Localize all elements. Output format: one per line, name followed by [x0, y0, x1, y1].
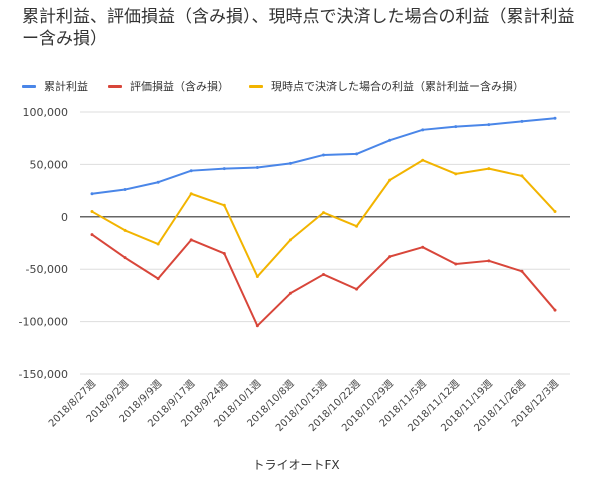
legend-label-unrealized-loss: 評価損益（含み損） — [130, 80, 229, 93]
data-point — [454, 125, 458, 129]
data-point — [520, 174, 524, 178]
y-tick-label: -50,000 — [26, 263, 68, 276]
legend-item-unrealized-loss: 評価損益（含み損） — [108, 78, 229, 94]
legend-label-cumulative-profit: 累計利益 — [44, 80, 88, 93]
y-tick-label: -150,000 — [19, 368, 68, 381]
data-point — [255, 324, 259, 328]
data-point — [90, 210, 94, 214]
data-point — [90, 192, 94, 196]
data-point — [322, 153, 325, 157]
data-point — [288, 161, 292, 165]
data-point — [322, 272, 325, 276]
data-point — [222, 167, 226, 171]
legend-swatch-settlement-profit — [249, 84, 263, 88]
y-tick-label: -100,000 — [19, 316, 68, 329]
data-point — [222, 251, 226, 255]
data-point — [123, 188, 127, 192]
data-point — [322, 211, 325, 215]
series-line-2 — [91, 159, 556, 278]
legend-item-settlement-profit: 現時点で決済した場合の利益（累計利益ー含み損） — [249, 78, 524, 94]
data-point — [189, 192, 193, 196]
legend-swatch-cumulative-profit — [22, 84, 36, 88]
data-point — [520, 269, 524, 273]
data-point — [189, 238, 193, 242]
y-tick-label: 50,000 — [30, 158, 69, 171]
data-point — [388, 178, 392, 182]
data-point — [288, 238, 292, 242]
data-point — [520, 119, 524, 123]
data-point — [222, 203, 226, 207]
legend: 累計利益 評価損益（含み損） 現時点で決済した場合の利益（累計利益ー含み損） — [22, 78, 524, 94]
data-point — [355, 287, 359, 291]
data-point — [288, 291, 292, 295]
data-point — [388, 255, 392, 259]
data-point — [189, 169, 193, 173]
y-tick-label: 100,000 — [23, 106, 69, 119]
data-point — [553, 308, 557, 312]
data-point — [355, 224, 359, 228]
data-point — [355, 152, 359, 156]
legend-swatch-unrealized-loss — [108, 84, 122, 88]
data-point — [421, 128, 425, 132]
data-point — [421, 158, 425, 162]
legend-label-settlement-profit: 現時点で決済した場合の利益（累計利益ー含み損） — [271, 80, 524, 93]
data-point — [156, 180, 160, 184]
chart-title: 累計利益、評価損益（含み損）、現時点で決済した場合の利益（累計利益ー含み損） — [22, 7, 575, 49]
data-point — [156, 277, 160, 281]
data-point — [553, 116, 557, 120]
legend-item-cumulative-profit: 累計利益 — [22, 78, 88, 94]
data-point — [487, 123, 491, 127]
data-point — [454, 262, 458, 266]
data-point — [255, 275, 259, 279]
data-point — [156, 242, 160, 246]
data-point — [123, 228, 127, 232]
data-point — [421, 245, 425, 249]
data-point — [388, 138, 392, 142]
y-tick-label: 0 — [61, 211, 68, 224]
data-point — [553, 210, 557, 214]
data-point — [123, 256, 127, 260]
data-point — [487, 259, 491, 263]
data-point — [487, 167, 491, 171]
data-point — [255, 166, 259, 170]
series-line-1 — [91, 233, 556, 327]
data-point — [454, 172, 458, 176]
data-point — [90, 233, 94, 237]
x-axis-label: トライオートFX — [252, 458, 340, 472]
